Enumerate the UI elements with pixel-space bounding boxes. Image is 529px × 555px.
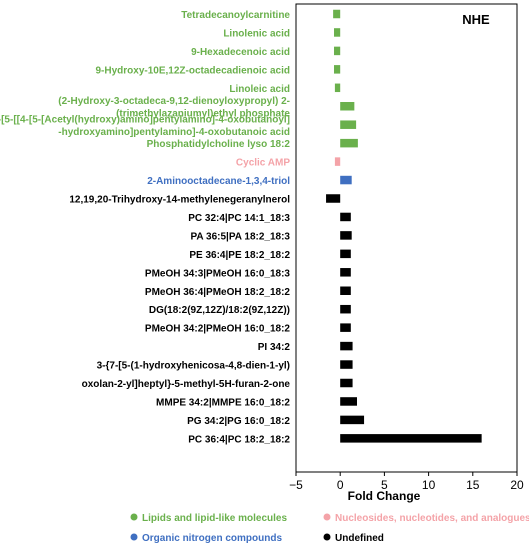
category-label: PE 36:4|PE 18:2_18:2 [189,250,290,261]
category-label: PMeOH 36:4|PMeOH 18:2_18:2 [145,287,291,298]
category-labels: Tetradecanoylcarnitine Linolenic acid 9-He… [0,10,290,445]
category-label: Linoleic acid [229,84,290,95]
chart-title: NHE [462,12,490,27]
category-label: 2-Aminooctadecane-1,3,4-triol [147,176,290,187]
bar [340,305,351,314]
bar [335,157,340,166]
legend-marker [131,534,138,541]
category-label: -hydroxyamino]pentylamino]-4-oxobutanoic… [58,127,290,138]
bar [334,28,340,37]
category-label: Cyclic AMP [236,158,290,169]
x-tick-label: 20 [510,478,524,492]
legend-label: Organic nitrogen compounds [142,533,282,544]
x-tick-label: 0 [337,478,344,492]
category-label: Linolenic acid [223,28,290,39]
legend-marker [131,514,138,521]
bar [340,268,351,277]
bar [340,250,351,259]
legend: Lipids and lipid-like molecules Nucleosid… [131,513,529,544]
category-label: 9-Hexadecenoic acid [191,47,290,58]
bar [326,194,340,203]
x-tick-label: 5 [381,478,388,492]
category-label: MMPE 34:2|MMPE 16:0_18:2 [156,397,290,408]
plot-frame [296,4,517,472]
category-label: Tetradecanoylcarnitine [181,10,290,21]
bar [340,231,351,240]
category-label: PMeOH 34:3|PMeOH 16:0_18:3 [145,268,291,279]
category-label: DG(18:2(9Z,12Z)/18:2(9Z,12Z)) [149,305,290,316]
legend-marker [324,514,331,521]
bar [340,397,357,406]
category-label: PG 34:2|PG 16:0_18:2 [187,416,290,427]
bar [340,342,352,351]
category-label: Phosphatidylcholine lyso 18:2 [147,139,291,150]
category-label: PMeOH 34:2|PMeOH 16:0_18:2 [145,324,291,335]
category-label: oxolan-2-yl]heptyl}-5-methyl-5H-furan-2-… [82,379,291,390]
bar [340,323,351,332]
bar [340,379,352,388]
bar [340,102,354,111]
legend-label: Lipids and lipid-like molecules [142,513,287,524]
category-label: PC 32:4|PC 14:1_18:3 [188,213,290,224]
category-label: 9-Hydroxy-10E,12Z-octadecadienoic acid [95,65,290,76]
category-label: 4-[5-[[4-[5-[Acetyl(hydroxy)amino]pentyl… [0,114,290,125]
x-tick-label: −5 [289,478,303,492]
bar [340,213,351,222]
bar [335,84,340,93]
bar [340,287,351,296]
bar [334,65,340,74]
category-label: (2-Hydroxy-3-octadeca-9,12-dienoyloxypro… [58,96,290,107]
bar [340,434,481,443]
category-label: 12,19,20-Trihydroxy-14-methylenegeranyln… [69,195,290,206]
x-tick-label: 15 [466,478,480,492]
bar [340,120,356,129]
category-label: PI 34:2 [258,342,291,353]
bars-layer [326,10,482,443]
x-tick-label: 10 [422,478,436,492]
bar [340,360,352,369]
legend-marker [324,534,331,541]
legend-label: Undefined [335,533,384,544]
bar [334,47,340,56]
bar [333,10,340,19]
bar [340,176,351,185]
category-label: PC 36:4|PC 18:2_18:2 [188,434,290,445]
bar [340,139,358,148]
bar [340,416,364,425]
legend-label: Nucleosides, nucleotides, and analogues [335,513,529,524]
category-label: PA 36:5|PA 18:2_18:3 [190,231,290,242]
category-label: 3-{7-[5-(1-hydroxyhenicosa-4,8-dien-1-yl… [97,361,290,372]
